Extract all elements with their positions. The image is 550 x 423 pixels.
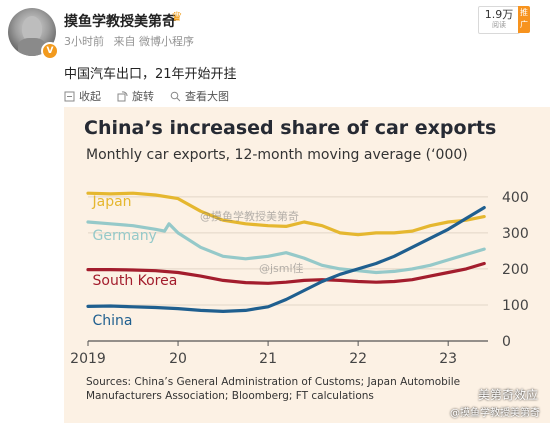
series-label-japan: Japan xyxy=(92,194,132,210)
brand-watermark: 美第奇效应 xyxy=(477,388,538,402)
promote-button[interactable]: 推广 xyxy=(518,6,530,33)
x-tick-label: 23 xyxy=(439,351,457,367)
collapse-icon xyxy=(64,91,75,101)
series-label-china: China xyxy=(93,313,133,329)
verified-badge-icon: V xyxy=(41,42,59,60)
series-line-south-korea xyxy=(86,261,486,285)
chart-source: Sources: China’s General Administration … xyxy=(86,376,461,402)
collapse-button[interactable]: 收起 xyxy=(64,88,101,104)
read-count: 1.9万 xyxy=(484,8,514,21)
rotate-label: 旋转 xyxy=(132,90,154,103)
x-tick-label: 2019 xyxy=(70,351,106,367)
series-label-germany: Germany xyxy=(93,228,157,244)
rotate-button[interactable]: 旋转 xyxy=(117,88,154,104)
post-time[interactable]: 3小时前 xyxy=(64,35,104,48)
collapse-label: 收起 xyxy=(79,90,101,103)
series-label-south-korea: South Korea xyxy=(93,273,178,289)
read-count-badge: 1.9万 阅读 xyxy=(478,6,520,34)
magnify-icon xyxy=(170,91,181,101)
view-large-label: 查看大图 xyxy=(185,90,229,103)
watermark-center: @摸鱼学教授美第奇 xyxy=(200,210,299,223)
series-line-china xyxy=(86,206,486,313)
y-tick-label: 400 xyxy=(502,190,529,206)
x-tick-label: 22 xyxy=(349,351,367,367)
x-tick-label: 21 xyxy=(259,351,277,367)
x-tick-label: 20 xyxy=(169,351,187,367)
series-line-germany xyxy=(86,220,486,275)
avatar[interactable] xyxy=(8,8,56,56)
image-toolbar: 收起 旋转 查看大图 xyxy=(64,88,229,104)
view-large-button[interactable]: 查看大图 xyxy=(170,88,229,104)
y-tick-label: 300 xyxy=(502,226,529,242)
y-tick-label: 0 xyxy=(502,334,511,350)
chart-plot: 0 100 200 300 400 2019 20 21 22 23 Japan Germany Sou… xyxy=(70,190,529,367)
brand-watermark-sub: @摸鱼学教授美第奇 xyxy=(450,408,540,419)
chart-subtitle: Monthly car exports, 12-month moving ave… xyxy=(86,147,468,163)
post-text: 中国汽车出口，21年开始开挂 xyxy=(64,67,237,82)
crown-icon: ♛ xyxy=(171,10,183,25)
y-tick-label: 100 xyxy=(502,298,529,314)
rotate-icon xyxy=(117,90,128,101)
read-label: 阅读 xyxy=(492,21,506,29)
series-line-japan xyxy=(86,191,486,237)
username[interactable]: 摸鱼学教授美第奇 xyxy=(64,14,176,30)
post-meta: 3小时前 来自 微博小程序 xyxy=(64,33,200,49)
post-image[interactable]: China’s increased share of car exports M… xyxy=(64,107,550,423)
avatar-shoulders xyxy=(18,38,46,56)
watermark-heart: @jsml佳 xyxy=(259,262,304,275)
post-source[interactable]: 来自 微博小程序 xyxy=(113,35,195,48)
y-tick-label: 200 xyxy=(502,262,529,278)
avatar-head xyxy=(22,16,42,42)
chart-title: China’s increased share of car exports xyxy=(84,117,497,139)
